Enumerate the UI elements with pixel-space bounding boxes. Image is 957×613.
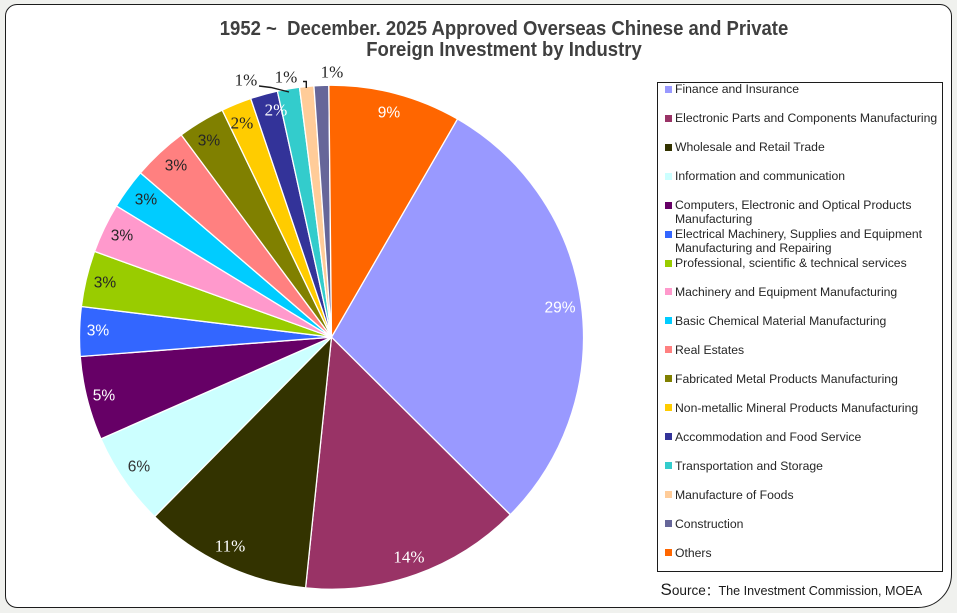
svg-text:1%: 1%: [275, 68, 298, 87]
svg-text:11%: 11%: [215, 537, 246, 556]
svg-text:6%: 6%: [128, 459, 151, 476]
svg-text:3%: 3%: [165, 158, 188, 175]
svg-text:2%: 2%: [265, 101, 288, 120]
svg-text:2%: 2%: [231, 114, 254, 133]
svg-text:3%: 3%: [135, 192, 158, 209]
svg-text:1%: 1%: [235, 71, 258, 90]
svg-text:3%: 3%: [111, 228, 134, 245]
svg-text:3%: 3%: [94, 275, 117, 292]
svg-text:29%: 29%: [544, 300, 575, 317]
svg-text:14%: 14%: [393, 548, 424, 567]
svg-text:1%: 1%: [321, 63, 344, 82]
svg-text:3%: 3%: [87, 323, 110, 340]
svg-text:3%: 3%: [198, 133, 221, 150]
svg-text:5%: 5%: [93, 388, 116, 405]
svg-text:9%: 9%: [378, 105, 401, 122]
